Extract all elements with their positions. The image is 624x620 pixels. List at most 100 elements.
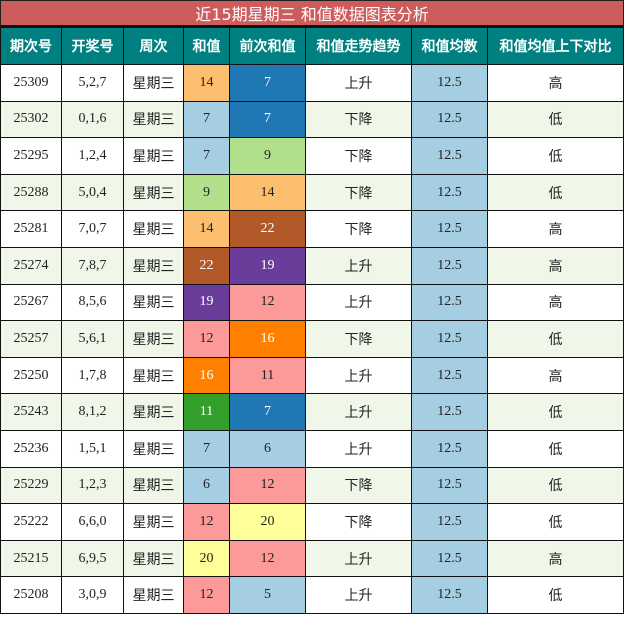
column-header-sum-trend: 和值走势趋势	[305, 27, 412, 65]
draw-number-cell: 7,8,7	[61, 246, 124, 285]
average-cell: 12.5	[411, 393, 488, 431]
sum-cell: 14	[183, 210, 230, 248]
previous-sum-cell: 16	[229, 320, 306, 358]
issue-cell: 25288	[0, 173, 62, 212]
comparison-cell: 低	[487, 576, 624, 614]
previous-sum-cell: 6	[229, 429, 306, 468]
average-cell: 12.5	[411, 576, 488, 614]
average-cell: 12.5	[411, 466, 488, 505]
sum-cell: 14	[183, 64, 230, 102]
comparison-cell: 低	[487, 320, 624, 358]
sum-cell: 7	[183, 100, 230, 139]
sum-cell: 12	[183, 320, 230, 358]
average-cell: 12.5	[411, 283, 488, 322]
average-cell: 12.5	[411, 320, 488, 358]
weekday-cell: 星期三	[123, 100, 184, 139]
draw-number-cell: 1,2,4	[61, 137, 124, 175]
sum-cell: 9	[183, 173, 230, 212]
weekday-cell: 星期三	[123, 356, 184, 395]
table-row: 25267 8,5,6 星期三 19 12 上升 12.5 高	[0, 283, 624, 322]
average-cell: 12.5	[411, 210, 488, 248]
draw-number-cell: 7,0,7	[61, 210, 124, 248]
previous-sum-cell: 9	[229, 137, 306, 175]
weekday-cell: 星期三	[123, 393, 184, 431]
table-header-row: 期次号 开奖号 周次 和值 前次和值 和值走势趋势 和值均数 和值均值上下对比	[0, 27, 624, 65]
draw-number-cell: 6,6,0	[61, 503, 124, 541]
table-row: 25208 3,0,9 星期三 12 5 上升 12.5 低	[0, 576, 624, 614]
weekday-cell: 星期三	[123, 503, 184, 541]
trend-cell: 上升	[305, 393, 412, 431]
comparison-cell: 高	[487, 356, 624, 395]
previous-sum-cell: 11	[229, 356, 306, 395]
comparison-cell: 高	[487, 64, 624, 102]
comparison-cell: 高	[487, 210, 624, 248]
trend-cell: 上升	[305, 283, 412, 322]
comparison-cell: 低	[487, 137, 624, 175]
draw-number-cell: 6,9,5	[61, 539, 124, 578]
sum-cell: 20	[183, 539, 230, 578]
weekday-cell: 星期三	[123, 539, 184, 578]
issue-cell: 25250	[0, 356, 62, 395]
weekday-cell: 星期三	[123, 173, 184, 212]
sum-cell: 12	[183, 576, 230, 614]
previous-sum-cell: 7	[229, 393, 306, 431]
comparison-cell: 高	[487, 246, 624, 285]
previous-sum-cell: 12	[229, 283, 306, 322]
average-cell: 12.5	[411, 503, 488, 541]
previous-sum-cell: 22	[229, 210, 306, 248]
weekday-cell: 星期三	[123, 320, 184, 358]
table-row: 25215 6,9,5 星期三 20 12 上升 12.5 高	[0, 539, 624, 578]
table-row: 25222 6,6,0 星期三 12 20 下降 12.5 低	[0, 503, 624, 541]
draw-number-cell: 5,0,4	[61, 173, 124, 212]
issue-cell: 25281	[0, 210, 62, 248]
previous-sum-cell: 12	[229, 466, 306, 505]
trend-cell: 下降	[305, 137, 412, 175]
table-row: 25257 5,6,1 星期三 12 16 下降 12.5 低	[0, 320, 624, 358]
column-header-average-comparison: 和值均值上下对比	[487, 27, 624, 65]
comparison-cell: 高	[487, 283, 624, 322]
issue-cell: 25222	[0, 503, 62, 541]
trend-cell: 上升	[305, 576, 412, 614]
weekday-cell: 星期三	[123, 283, 184, 322]
table-row: 25243 8,1,2 星期三 11 7 上升 12.5 低	[0, 393, 624, 431]
sum-cell: 22	[183, 246, 230, 285]
column-header-draw-number: 开奖号	[61, 27, 124, 65]
previous-sum-cell: 7	[229, 100, 306, 139]
average-cell: 12.5	[411, 173, 488, 212]
issue-cell: 25274	[0, 246, 62, 285]
sum-data-table: 期次号 开奖号 周次 和值 前次和值 和值走势趋势 和值均数 和值均值上下对比 …	[0, 27, 624, 614]
table-row: 25236 1,5,1 星期三 7 6 上升 12.5 低	[0, 429, 624, 468]
average-cell: 12.5	[411, 137, 488, 175]
weekday-cell: 星期三	[123, 576, 184, 614]
table-row: 25229 1,2,3 星期三 6 12 下降 12.5 低	[0, 466, 624, 505]
issue-cell: 25229	[0, 466, 62, 505]
issue-cell: 25243	[0, 393, 62, 431]
comparison-cell: 低	[487, 429, 624, 468]
draw-number-cell: 3,0,9	[61, 576, 124, 614]
average-cell: 12.5	[411, 246, 488, 285]
weekday-cell: 星期三	[123, 246, 184, 285]
comparison-cell: 低	[487, 503, 624, 541]
previous-sum-cell: 12	[229, 539, 306, 578]
sum-cell: 7	[183, 137, 230, 175]
sum-cell: 6	[183, 466, 230, 505]
sum-cell: 12	[183, 503, 230, 541]
draw-number-cell: 1,5,1	[61, 429, 124, 468]
average-cell: 12.5	[411, 64, 488, 102]
trend-cell: 下降	[305, 210, 412, 248]
issue-cell: 25215	[0, 539, 62, 578]
table-body: 25309 5,2,7 星期三 14 7 上升 12.5 高 25302 0,1,6 星期三 7 7 下降…	[0, 64, 624, 614]
trend-cell: 下降	[305, 100, 412, 139]
issue-cell: 25302	[0, 100, 62, 139]
previous-sum-cell: 5	[229, 576, 306, 614]
previous-sum-cell: 20	[229, 503, 306, 541]
table-row: 25281 7,0,7 星期三 14 22 下降 12.5 高	[0, 210, 624, 248]
draw-number-cell: 8,5,6	[61, 283, 124, 322]
sum-cell: 16	[183, 356, 230, 395]
weekday-cell: 星期三	[123, 466, 184, 505]
draw-number-cell: 0,1,6	[61, 100, 124, 139]
trend-cell: 上升	[305, 356, 412, 395]
comparison-cell: 低	[487, 100, 624, 139]
weekday-cell: 星期三	[123, 210, 184, 248]
